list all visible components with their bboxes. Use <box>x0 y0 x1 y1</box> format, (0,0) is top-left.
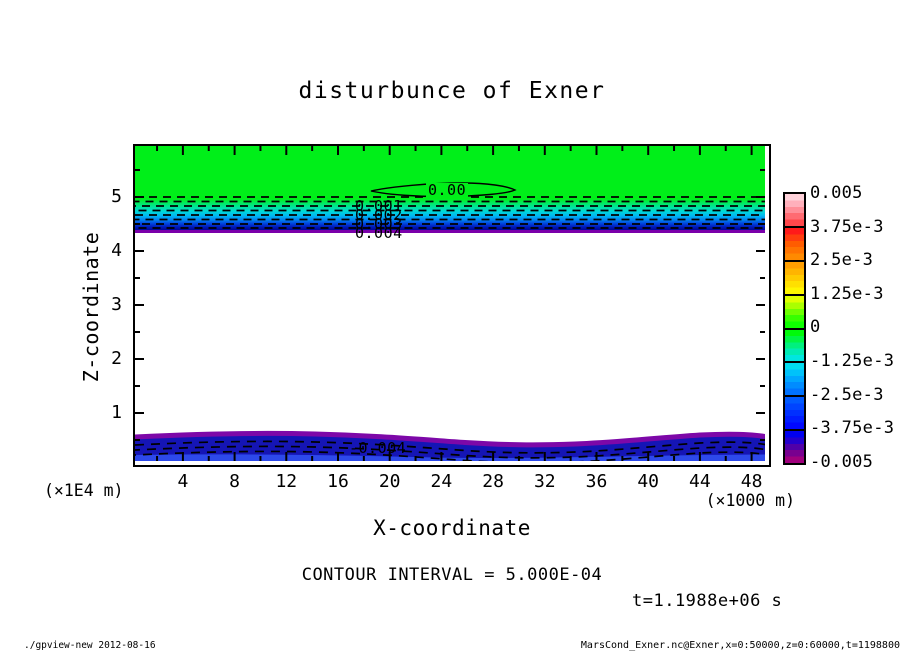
x-axis-unit: (×1000 m) <box>705 491 795 510</box>
contour-layer <box>135 146 765 461</box>
y-tick-label: 3 <box>111 294 122 315</box>
colorbar-cell <box>785 431 804 463</box>
contour-label-zero: 0.00 <box>426 181 469 199</box>
colorbar-cell <box>785 261 804 296</box>
x-tick-label: 20 <box>378 471 401 492</box>
page-title: disturbunce of Exner <box>298 78 606 104</box>
colorbar-cell <box>785 397 804 432</box>
zero-contour-line <box>370 182 517 198</box>
plot-area: 0.00 0.001 0.002 0.003 0.004 -0.004 <box>133 144 771 467</box>
contour-label-surface: -0.004 <box>349 439 407 457</box>
x-tick-label: 36 <box>585 471 608 492</box>
x-tick-label: 24 <box>430 471 453 492</box>
colorbar-label: 1.25e-3 <box>810 283 884 304</box>
contour-label-upper: 0.002 <box>355 206 403 224</box>
colorbar-cell <box>785 194 804 228</box>
footer-dataset-stamp: MarsCond_Exner.nc@Exner,x=0:50000,z=0:60… <box>580 640 900 651</box>
contour-interval-note: CONTOUR INTERVAL = 5.000E-04 <box>301 565 603 585</box>
y-tick-label: 5 <box>111 186 122 207</box>
y-tick-label: 1 <box>111 402 122 423</box>
y-tick-label: 4 <box>111 240 122 261</box>
time-annotation: t=1.1988e+06 s <box>632 591 783 611</box>
x-tick-label: 40 <box>637 471 660 492</box>
contour-label-upper: 0.004 <box>355 224 403 242</box>
tone-fill-purple-edge <box>135 230 765 233</box>
colorbar-label: -2.5e-3 <box>810 384 884 405</box>
colorbar-cell <box>785 227 804 262</box>
x-tick-label: 28 <box>482 471 504 492</box>
colorbar-label: -0.005 <box>810 451 874 472</box>
colorbar-label: 3.75e-3 <box>810 216 884 237</box>
colorbar-label: -3.75e-3 <box>810 418 895 439</box>
surface-wave-band <box>135 430 765 461</box>
x-tick-label: 8 <box>229 471 241 492</box>
colorbar-label: 0.005 <box>810 183 863 203</box>
colorbar-label: -1.25e-3 <box>810 351 895 371</box>
y-axis-unit: (×1E4 m) <box>44 481 124 500</box>
contour-label-upper: 0.001 <box>355 197 403 215</box>
colorbar-label: 2.5e-3 <box>810 250 874 271</box>
colorbar-cell <box>785 363 804 398</box>
x-tick-label: 44 <box>689 471 711 492</box>
x-tick-label: 4 <box>177 471 189 492</box>
colorbar-cell <box>785 329 804 364</box>
colorbar-cell <box>785 295 804 330</box>
x-tick-label: 12 <box>275 471 298 492</box>
contour-label-upper: 0.003 <box>355 215 403 233</box>
x-tick-label: 16 <box>327 471 349 492</box>
negative-contour-dashes <box>135 196 765 229</box>
colorbar <box>783 192 806 465</box>
x-tick-label: 32 <box>533 471 556 492</box>
y-tick-label: 2 <box>111 348 122 369</box>
footer-program-stamp: ./gpview-new 2012-08-16 <box>24 640 156 651</box>
colorbar-label: 0 <box>810 317 821 338</box>
x-axis-title: X-coordinate <box>373 516 531 540</box>
axis-ticks <box>135 146 765 461</box>
x-tick-label: 48 <box>740 471 763 492</box>
